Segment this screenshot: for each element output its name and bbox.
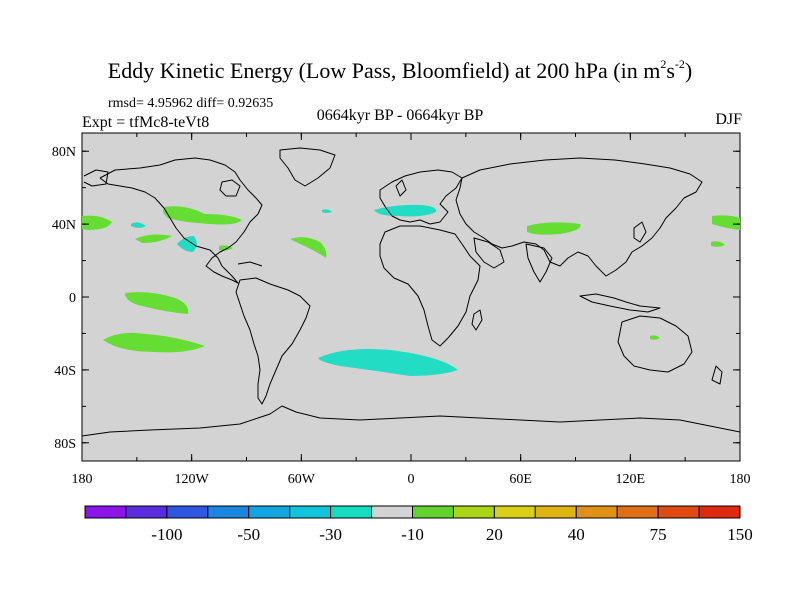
coastline-africa [379, 225, 481, 347]
colorbar-swatch [698, 505, 741, 519]
anomaly-patch [527, 222, 581, 235]
colorbar-swatch [452, 505, 495, 519]
anomaly-patch [374, 204, 437, 217]
anomaly-patch [103, 332, 205, 353]
colorbar-swatch [575, 505, 618, 519]
coastline-asia [455, 157, 703, 277]
anomaly-patch [131, 222, 146, 228]
colorbar-label: -10 [401, 525, 424, 544]
anomaly-patch [712, 215, 740, 230]
colorbar-labels: -100 -50 -30 -10 20 40 75 150 [151, 525, 752, 544]
coastline-japan [633, 221, 647, 243]
anomaly-patch [125, 292, 189, 314]
colorbar-swatch [616, 505, 659, 519]
coastline-north-america [99, 157, 263, 284]
lat-tick-label: 80S [54, 437, 76, 452]
coastline-alaska [83, 169, 109, 187]
axis-tick-labels: 180 120W 60W 0 60E 120E 180 80N 40N 0 40S 80S [52, 145, 751, 487]
lon-tick-label: 120W [175, 472, 210, 487]
colorbar-label: -100 [151, 525, 182, 544]
positive-anomaly-patches [82, 206, 740, 353]
lon-tick-label: 0 [408, 472, 415, 487]
colorbar-swatch [166, 505, 209, 519]
lon-tick-label: 60E [509, 472, 532, 487]
colorbar-label: 20 [486, 525, 503, 544]
coastline-indonesia [579, 293, 661, 313]
coastline-madagascar [471, 309, 483, 331]
lat-tick-label: 80N [52, 145, 76, 160]
lat-tick-label: 0 [69, 291, 76, 306]
lon-tick-label: 180 [730, 472, 751, 487]
period-label: 0664kyr BP - 0664kyr BP [316, 107, 484, 124]
lat-tick-label: 40S [54, 364, 76, 379]
axis-ticks [81, 133, 741, 461]
anomaly-patch [135, 234, 172, 243]
coastline-new-zealand [711, 365, 723, 385]
experiment-label: Expt = tfMc8-teVt8 [82, 114, 210, 131]
season-label: DJF [715, 111, 742, 128]
anomaly-patch [163, 206, 242, 225]
colorbar-swatch [412, 505, 454, 519]
colorbar-label: 40 [568, 525, 585, 544]
lat-tick-label: 40N [52, 218, 76, 233]
lon-tick-label: 60W [288, 472, 316, 487]
coastline-australia [617, 315, 693, 373]
colorbar-swatch [84, 505, 127, 519]
colorbar-swatch [371, 505, 413, 519]
lon-tick-label: 180 [72, 472, 93, 487]
colorbar-swatch [248, 505, 291, 519]
colorbar-swatch [289, 505, 332, 519]
colorbar-label: -50 [237, 525, 260, 544]
coastline-antarctica [81, 405, 741, 437]
lon-tick-label: 120E [616, 472, 646, 487]
anomaly-patch [177, 236, 197, 252]
colorbar-label: 150 [727, 525, 753, 544]
coastline-arabia [473, 237, 505, 269]
colorbar-label: 75 [650, 525, 667, 544]
coastline-europe [379, 169, 463, 225]
colorbar-swatch [207, 505, 250, 519]
map-background [81, 132, 741, 462]
colorbar-swatch [534, 505, 577, 519]
stats-label: rmsd= 4.95962 diff= 0.92635 [108, 96, 274, 111]
colorbar-swatch [657, 505, 700, 519]
coastline-caribbean [237, 261, 263, 267]
negative-anomaly-patches [131, 204, 458, 376]
coastline-south-america [235, 277, 311, 405]
chart-title: Eddy Kinetic Energy (Low Pass, Bloomfiel… [107, 56, 693, 83]
anomaly-patch [290, 237, 327, 258]
coastlines [81, 147, 741, 437]
colorbar-swatch [125, 505, 168, 519]
anomaly-patch [318, 349, 458, 376]
anomaly-patch [711, 241, 725, 247]
anomaly-patch [650, 335, 660, 340]
colorbar-swatch [330, 505, 373, 519]
anomaly-patch [82, 215, 112, 230]
colorbar-swatch [493, 505, 536, 519]
coastline-greenland [279, 147, 336, 187]
colorbar-label: -30 [319, 525, 342, 544]
coastline-hudson-bay [219, 179, 241, 197]
anomaly-patch [322, 209, 332, 213]
coastline-uk [395, 179, 407, 197]
colorbar [84, 505, 741, 519]
coastline-india [525, 243, 553, 283]
